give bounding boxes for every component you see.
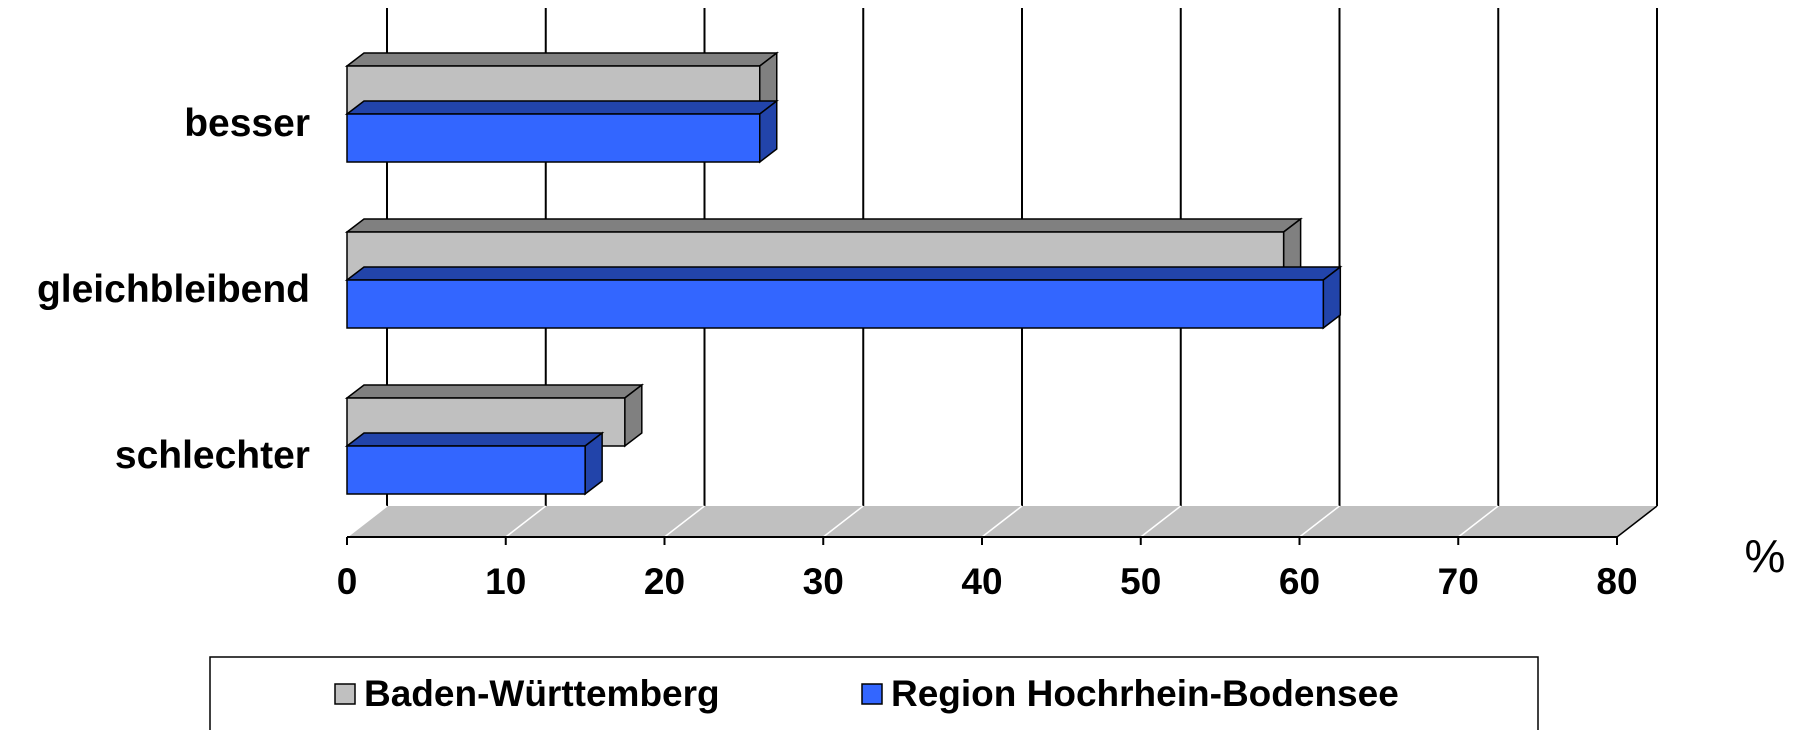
floor-gridline: [664, 505, 705, 538]
x-tick-label: 60: [1279, 561, 1320, 602]
legend-swatch-baden-wuerttemberg: [334, 683, 356, 705]
floor-edge: [1616, 505, 1658, 538]
floor-gridline: [1140, 505, 1182, 538]
x-tick-label: 50: [1120, 561, 1161, 602]
legend-swatch-region-hochrhein-bodensee: [861, 683, 883, 705]
category-labels: besser gleichbleibend schlechter: [37, 102, 310, 477]
floor-gridline: [1299, 505, 1340, 538]
bar-top-region-hochrhein-bodensee-gleichbleibend: [344, 266, 1343, 281]
x-tick-label: 0: [337, 561, 358, 602]
category-label-besser: besser: [184, 102, 310, 145]
bars: [344, 51, 1343, 496]
x-tick-label: 30: [803, 561, 844, 602]
unit-label: %: [1745, 530, 1786, 582]
x-tick-label: 40: [961, 561, 1002, 602]
bar-top-baden-wuerttemberg-gleichbleibend: [344, 218, 1303, 233]
floor-gridline: [822, 505, 864, 538]
bar-region-hochrhein-bodensee-gleichbleibend: [346, 279, 1325, 329]
bar-top-region-hochrhein-bodensee-schlechter: [344, 432, 605, 447]
bar-region-hochrhein-bodensee-schlechter: [346, 445, 586, 495]
x-tick-label: 10: [485, 561, 526, 602]
floor-gridline: [1457, 505, 1499, 538]
x-tick-label: 20: [644, 561, 685, 602]
category-label-schlechter: schlechter: [115, 434, 310, 477]
x-tick-label: 80: [1596, 561, 1637, 602]
x-tick-label: 70: [1438, 561, 1479, 602]
bar-top-baden-wuerttemberg-schlechter: [344, 384, 645, 399]
floor-gridline: [346, 505, 388, 538]
legend: Baden-Württemberg Region Hochrhein-Boden…: [209, 656, 1539, 730]
bar-top-region-hochrhein-bodensee-besser: [344, 100, 779, 115]
x-axis: [346, 536, 1618, 545]
x-tick-labels: 0 10 20 30 40 50 60 70 80: [337, 561, 1638, 602]
legend-label-baden-wuerttemberg: Baden-Württemberg: [364, 673, 720, 714]
category-label-gleichbleibend: gleichbleibend: [37, 268, 310, 311]
bar-top-baden-wuerttemberg-besser: [344, 52, 779, 67]
floor-gridline: [981, 505, 1023, 538]
bar-region-hochrhein-bodensee-besser: [346, 113, 761, 163]
legend-label-region-hochrhein-bodensee: Region Hochrhein-Bodensee: [891, 673, 1399, 714]
floor-gridline: [505, 505, 547, 538]
